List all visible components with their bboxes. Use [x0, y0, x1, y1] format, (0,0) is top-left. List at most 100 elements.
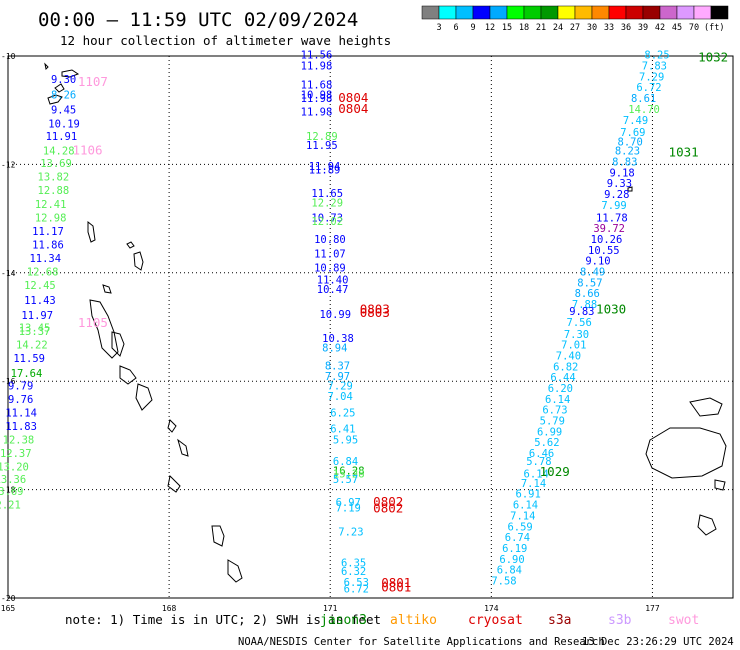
- colorbar-tick-label: 36: [621, 23, 631, 33]
- wave-height-value: 7.01: [561, 340, 586, 352]
- y-tick-label: -12: [1, 160, 16, 169]
- wave-height-value: 9.18: [609, 167, 634, 179]
- wave-height-value: 8.37: [325, 360, 350, 372]
- wave-height-value: 8.94: [322, 342, 347, 354]
- y-tick-label: -20: [1, 594, 16, 603]
- wave-height-value: 6.19: [502, 543, 527, 555]
- island-outline: [119, 365, 137, 385]
- wave-height-value: 9.45: [51, 104, 76, 116]
- colorbar-swatch: [506, 5, 525, 20]
- wave-height-value: 7.30: [564, 329, 589, 341]
- wave-height-points: 9.308.269.4510.1911.9114.2813.6913.8212.…: [0, 50, 670, 596]
- wave-height-value: 8.57: [577, 277, 602, 289]
- wave-height-value: 7.19: [336, 502, 361, 514]
- wave-height-value: 8.61: [631, 93, 656, 105]
- wave-height-value: 6.14: [513, 500, 538, 512]
- wave-height-value: 9.10: [585, 256, 610, 268]
- wave-height-value: 11.14: [5, 407, 37, 419]
- wave-height-value: 7.40: [556, 351, 581, 363]
- pass-id-label: 0804: [338, 101, 368, 116]
- lat-lon-grid: [7, 55, 733, 599]
- colorbar-swatch: [523, 5, 542, 20]
- pass-id-label: 0804: [338, 90, 368, 105]
- colorbar-tick-label: 3: [436, 23, 441, 33]
- wave-height-value: 8.26: [51, 89, 76, 101]
- x-tick-label: 174: [484, 604, 499, 613]
- wave-height-value: 6.91: [516, 489, 541, 501]
- satellite-legend-item: altiko: [390, 613, 437, 628]
- wave-height-value: 11.78: [596, 212, 628, 224]
- wave-height-value: 11.91: [46, 131, 78, 143]
- colorbar-tick-label: 30: [587, 23, 597, 33]
- wave-height-value: 7.23: [338, 527, 363, 539]
- wave-height-value: 10.89: [314, 263, 346, 275]
- island-outline: [177, 438, 189, 457]
- colorbar-swatch: [557, 5, 576, 20]
- wave-height-value: 5.78: [526, 456, 551, 468]
- island-outline: [167, 474, 181, 493]
- island-outline: [627, 186, 633, 192]
- colorbar-tick-label: 9: [470, 23, 475, 33]
- island-outline: [89, 299, 119, 359]
- wave-height-value: 11.98: [301, 107, 333, 119]
- island-outline: [227, 559, 243, 583]
- wave-height-value: 14.22: [16, 340, 48, 352]
- wave-height-value: 12.68: [27, 267, 59, 279]
- plot-area-frame: [7, 55, 734, 599]
- chart-subtitle: 12 hour collection of altimeter wave hei…: [60, 33, 391, 48]
- wave-height-value: 12.89: [306, 131, 338, 143]
- wave-height-value: 7.29: [639, 71, 664, 83]
- wave-height-value: 11.83: [5, 421, 37, 433]
- colorbar-swatch: [659, 5, 678, 20]
- wave-height-value: 6.32: [341, 566, 366, 578]
- wave-height-value: 13.37: [19, 326, 51, 338]
- wave-height-value: 39.72: [593, 223, 625, 235]
- wave-height-value: 13.69: [0, 486, 23, 498]
- pass-id-label: 1106: [72, 143, 102, 158]
- footer-note: note: 1) Time is in UTC; 2) SWH is in fe…: [65, 612, 381, 627]
- chart-title: 00:00 – 11:59 UTC 02/09/2024: [38, 9, 358, 31]
- colorbar-swatch: [489, 5, 508, 20]
- island-outline: [135, 383, 153, 411]
- wave-height-value: 15.28: [333, 469, 365, 481]
- colorbar-swatch: [455, 5, 474, 20]
- colorbar-tick-label: 39: [638, 23, 648, 33]
- wave-height-value: 7.49: [623, 115, 648, 127]
- wave-height-value: 6.35: [341, 558, 366, 570]
- wave-height-value: 5.95: [333, 435, 358, 447]
- wave-height-value: 8.25: [644, 50, 669, 62]
- wave-height-value: 6.82: [553, 361, 578, 373]
- wave-height-value: 8.70: [618, 136, 643, 148]
- wave-height-value: 13.36: [0, 474, 26, 486]
- wave-height-value: 8.49: [580, 267, 605, 279]
- wave-height-value: 11.68: [301, 80, 333, 92]
- wave-height-value: 12.02: [311, 216, 343, 228]
- satellite-legend-item: swot: [668, 613, 699, 628]
- wave-height-value: 10.73: [311, 212, 343, 224]
- island-outline: [44, 62, 49, 71]
- x-tick-label: 171: [323, 604, 338, 613]
- colorbar-tick-label: 27: [570, 23, 580, 33]
- wave-height-value: 5.62: [534, 437, 559, 449]
- island-outline: [87, 220, 96, 243]
- x-tick-label: 165: [1, 604, 16, 613]
- wave-height-value: 11.86: [32, 239, 64, 251]
- wave-height-value: 7.14: [521, 478, 546, 490]
- coastline-outlines: [44, 62, 727, 583]
- wave-height-value: 9.30: [51, 74, 76, 86]
- wave-height-value: 12.37: [0, 448, 32, 460]
- wave-height-value: 12.21: [0, 500, 21, 512]
- wave-height-value: 11.98: [301, 93, 333, 105]
- wave-height-value: 9.33: [607, 178, 632, 190]
- wave-height-value: 16.28: [333, 465, 365, 477]
- wave-height-value: 13.82: [38, 172, 70, 184]
- wave-height-value: 6.74: [505, 532, 530, 544]
- colorbar-tick-label: 6: [453, 23, 458, 33]
- wave-height-value: 10.55: [588, 245, 620, 257]
- wave-height-value: 6.84: [497, 565, 522, 577]
- wave-height-value: 13.20: [0, 462, 29, 474]
- x-tick-label: 177: [645, 604, 660, 613]
- y-tick-label: -16: [1, 377, 16, 386]
- pass-id-label: 0801: [381, 579, 411, 594]
- wave-height-value: 6.84: [333, 456, 358, 468]
